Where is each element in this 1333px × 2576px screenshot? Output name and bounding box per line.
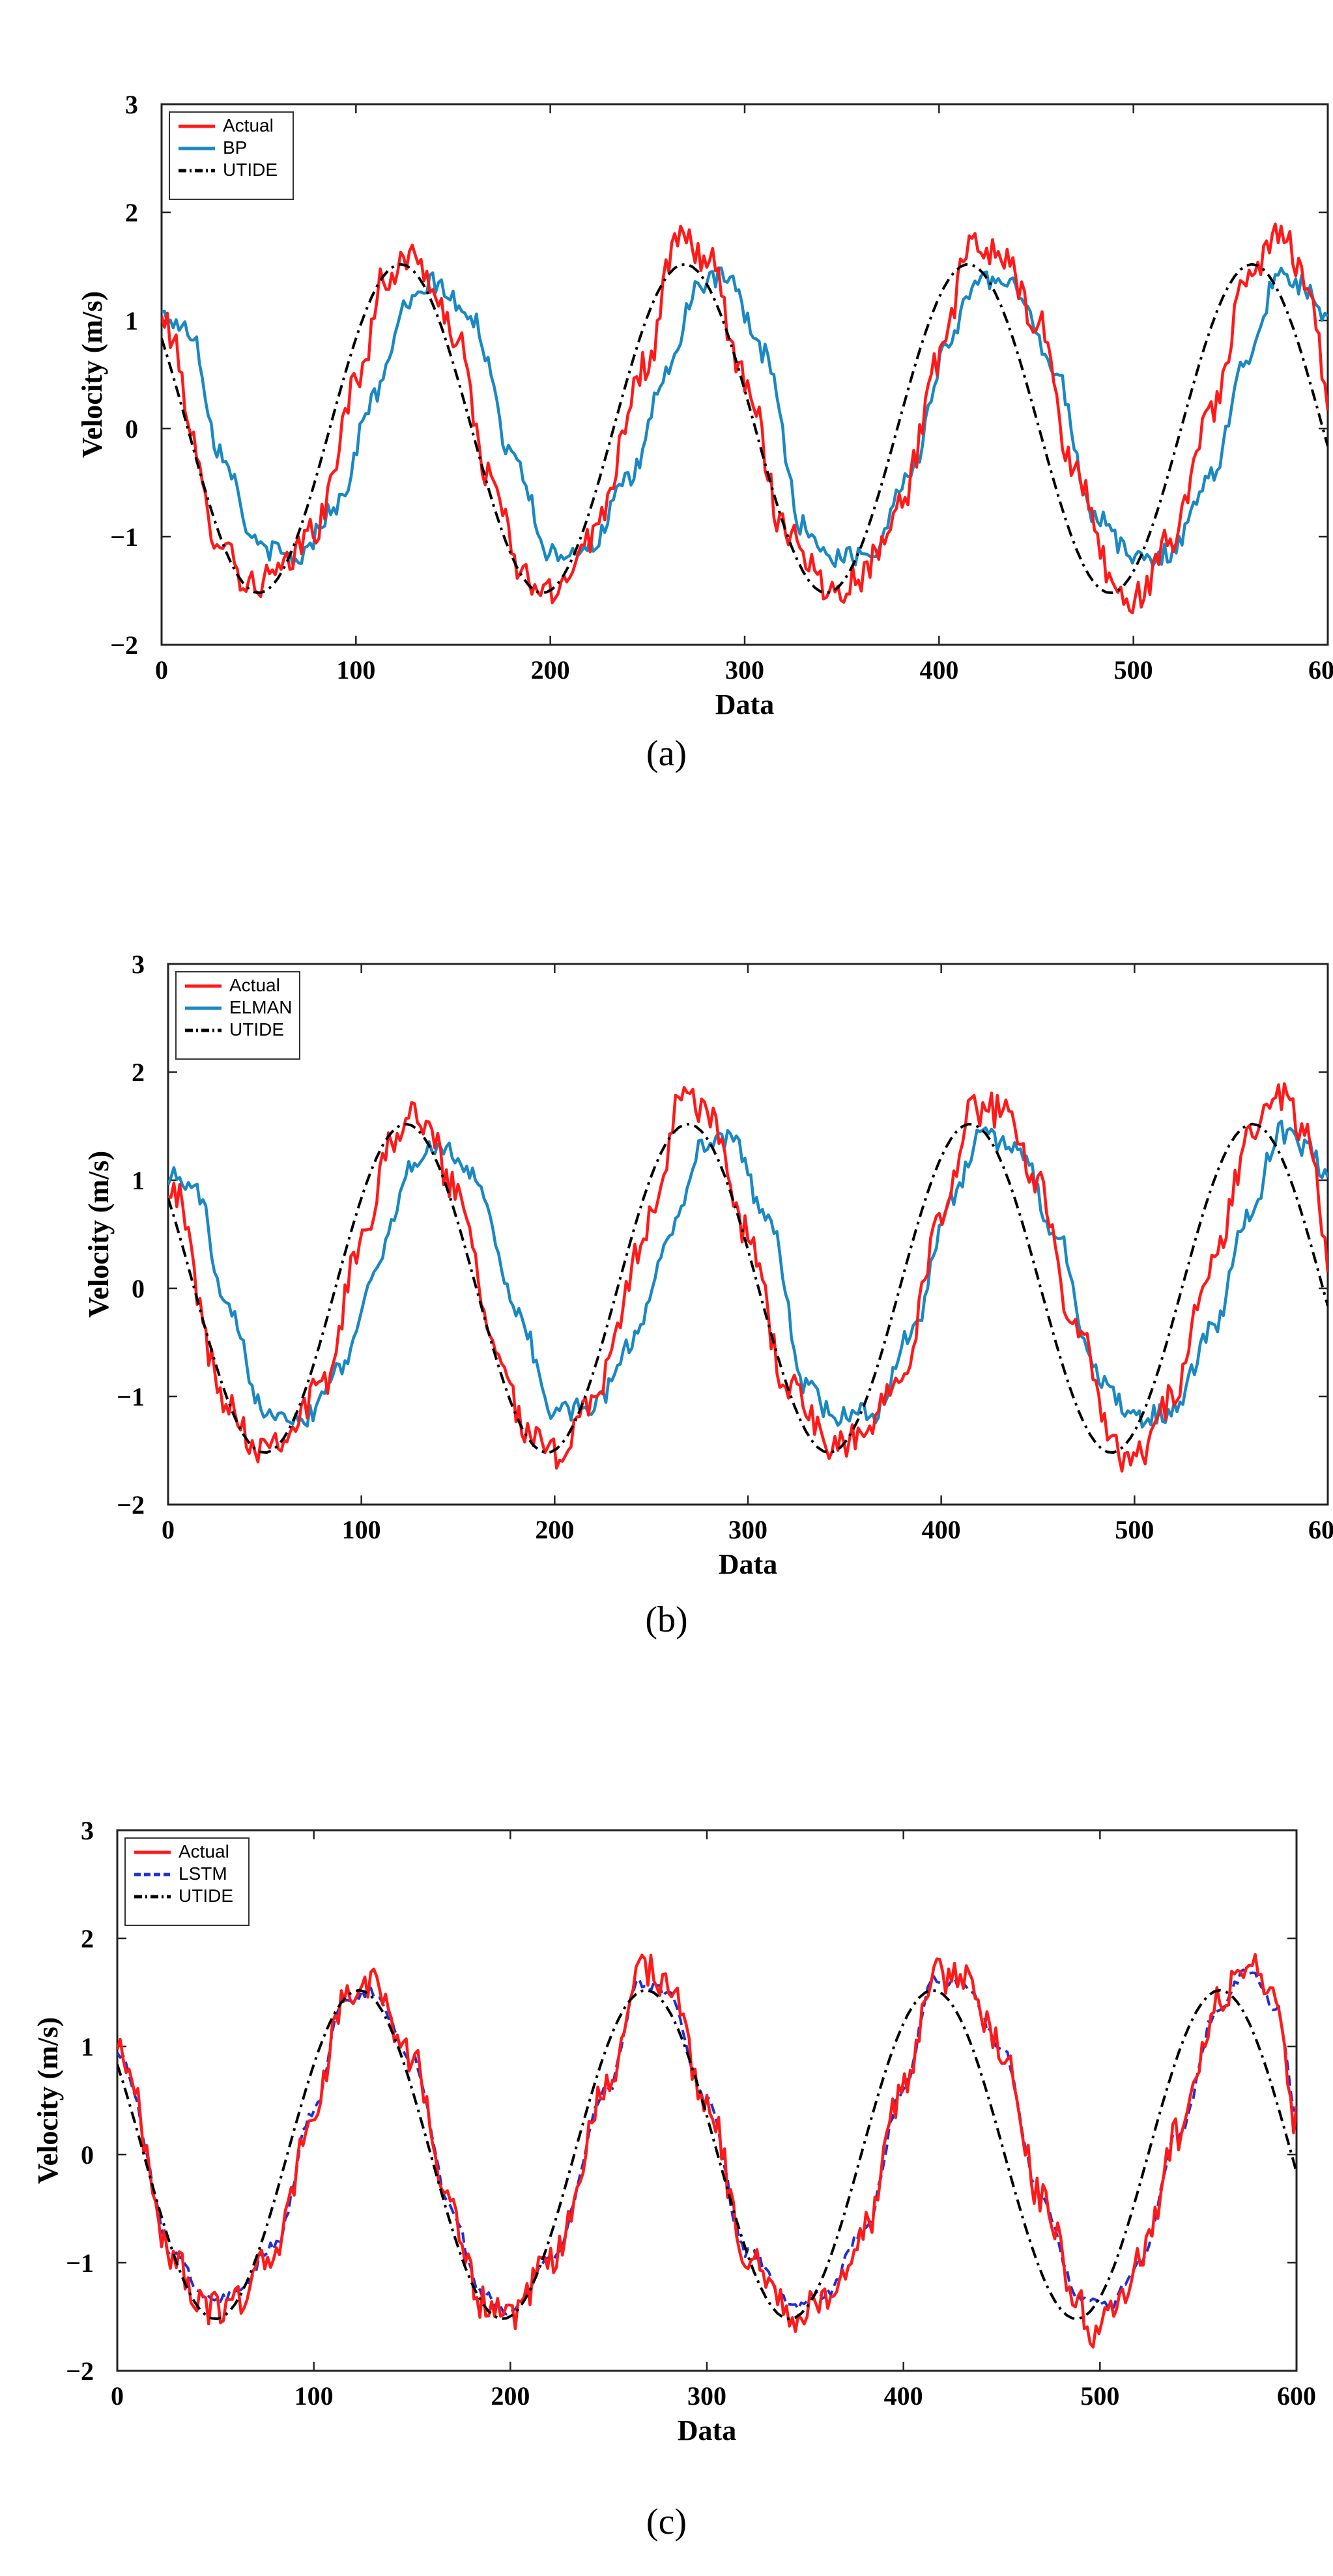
x-tick-label: 0 [155,655,168,685]
legend-label-utide: UTIDE [179,1886,233,1906]
x-tick-label: 400 [884,2381,923,2411]
series-group [162,222,1328,615]
legend-label-lstm: LSTM [179,1863,227,1884]
x-tick-label: 400 [919,655,958,685]
series-line-actual [117,1953,1297,2349]
x-tick-label: 600 [1308,1515,1333,1544]
series-line-bp [162,266,1328,569]
y-tick-label: −2 [66,2357,94,2386]
x-tick-label: 100 [336,655,375,685]
x-tick-label: 600 [1308,655,1333,685]
legend-label-utide: UTIDE [229,1019,284,1040]
y-tick-label: −1 [117,1382,145,1411]
x-tick-label: 600 [1277,2381,1316,2411]
legend-label-bp: BP [223,137,247,158]
x-tick-label: 200 [531,655,570,685]
series-line-utide [162,262,1328,595]
series-group [168,1082,1328,1473]
y-tick-label: 2 [132,1058,145,1087]
caption-a: (a) [646,733,687,774]
x-axis-label: Data [719,1548,777,1580]
y-tick-label: 0 [81,2140,94,2170]
x-axis-label: Data [678,2414,736,2446]
chart-panel-b: 0 100 200 300 400 500 600 −2 −1 0 1 2 3 Data Velocity … [83,950,1333,1580]
y-tick-label: −2 [117,1490,145,1520]
y-tick-label: 2 [125,198,138,227]
y-tick-label: 0 [125,414,138,444]
series-line-actual [168,1082,1328,1473]
legend-label-utide: UTIDE [223,160,278,180]
chart-panel-c: 0 100 200 300 400 500 600 −2 −1 0 1 2 3 Data Velocity … [32,1816,1316,2446]
y-tick-label: −1 [66,2248,94,2278]
x-tick-label: 500 [1115,1515,1154,1544]
x-tick-label: 200 [491,2381,530,2411]
caption-b: (b) [645,1600,688,1640]
x-tick-label: 0 [162,1515,175,1544]
x-tick-label: 300 [728,1515,767,1544]
y-tick-label: 1 [132,1166,145,1195]
x-tick-label: 200 [535,1515,574,1544]
y-tick-label: −2 [110,630,138,660]
legend-label-actual: Actual [229,975,280,995]
y-tick-label: 1 [125,306,138,335]
chart-panel-a: 0 100 200 300 400 500 600 −2 −1 0 1 2 3 Data Velocity … [76,90,1333,720]
series-line-actual [162,222,1328,615]
legend-label-actual: Actual [179,1841,229,1861]
x-tick-label: 100 [342,1515,381,1544]
y-tick-label: 3 [125,90,138,119]
legend-label-elman: ELMAN [229,997,292,1017]
series-line-utide [168,1122,1328,1454]
y-tick-label: −1 [110,522,138,552]
x-tick-label: 300 [687,2381,726,2411]
x-axis-label: Data [715,688,774,720]
y-axis-label: Velocity (m/s) [76,291,108,458]
x-tick-label: 0 [111,2381,124,2411]
caption-c: (c) [646,2502,687,2542]
series-line-elman [168,1120,1328,1429]
legend-label-actual: Actual [223,115,274,135]
y-axis-label: Velocity (m/s) [32,2017,64,2184]
x-tick-label: 300 [725,655,764,685]
x-tick-label: 500 [1114,655,1153,685]
x-tick-label: 400 [922,1515,961,1544]
y-tick-label: 0 [132,1274,145,1303]
y-tick-label: 3 [132,950,145,979]
series-group [117,1953,1297,2349]
y-tick-label: 2 [81,1924,94,1953]
y-axis-label: Velocity (m/s) [83,1151,115,1318]
y-tick-label: 3 [81,1816,94,1845]
x-tick-label: 500 [1080,2381,1119,2411]
y-tick-label: 1 [81,2032,94,2061]
x-tick-label: 100 [294,2381,334,2411]
series-line-utide [117,1989,1297,2321]
